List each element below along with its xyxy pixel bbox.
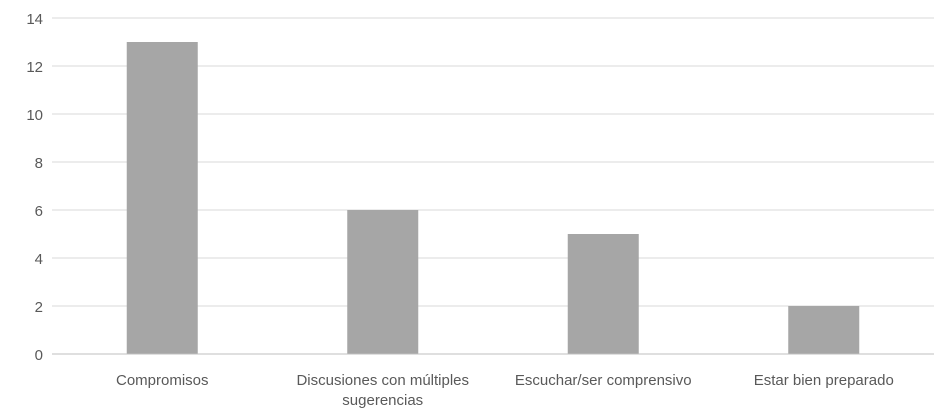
bar xyxy=(126,42,198,354)
bar xyxy=(567,234,639,354)
x-tick-label-line: Discusiones con múltiples xyxy=(296,372,469,389)
y-tick-label: 2 xyxy=(35,299,43,316)
y-tick-label: 12 xyxy=(26,59,43,76)
bar xyxy=(788,306,860,354)
y-tick-label: 14 xyxy=(26,11,43,28)
x-tick-label-line: Estar bien preparado xyxy=(754,372,894,389)
y-tick-label: 8 xyxy=(35,155,43,172)
x-tick-label-line: sugerencias xyxy=(342,392,423,408)
grid-layer xyxy=(52,17,934,307)
x-tick-label-line: Escuchar/ser comprensivo xyxy=(515,372,692,389)
y-tick-label: 10 xyxy=(26,107,43,124)
y-tick-label: 6 xyxy=(35,203,43,220)
y-tick-label: 4 xyxy=(35,251,43,268)
x-axis: Compromisos Discusiones con múltiples suge… xyxy=(52,353,934,409)
y-axis: 0 2 4 6 8 10 12 14 xyxy=(26,11,43,364)
x-tick-label: Discusiones con múltiples sugerencias xyxy=(296,372,469,408)
x-tick-label-line: Compromisos xyxy=(116,372,209,389)
bars-layer xyxy=(126,42,860,354)
x-tick-label: Compromisos xyxy=(116,372,209,389)
y-tick-label: 0 xyxy=(35,347,43,364)
x-tick-label: Estar bien preparado xyxy=(754,372,894,389)
bar xyxy=(347,210,419,354)
x-tick-label: Escuchar/ser comprensivo xyxy=(515,372,692,389)
